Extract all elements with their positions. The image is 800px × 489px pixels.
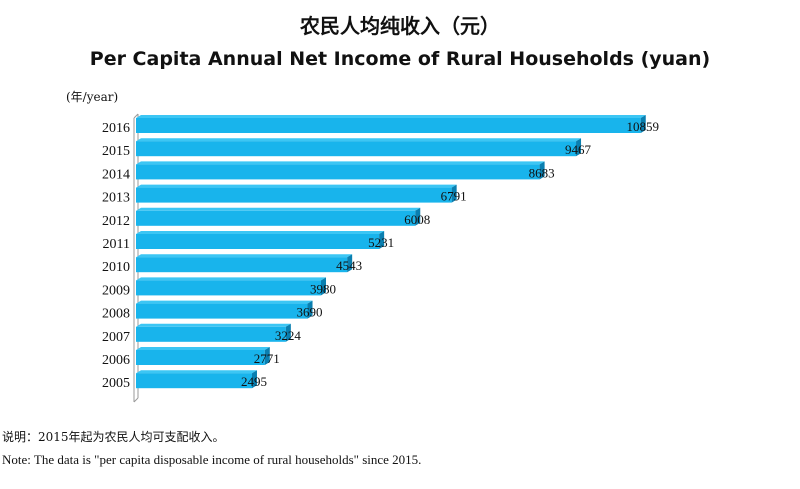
bar	[136, 373, 252, 389]
bar-end-face	[347, 254, 353, 273]
bar	[136, 280, 321, 296]
bar-top-face	[136, 207, 421, 211]
bar-top-face	[136, 115, 646, 118]
bar-top-face	[136, 370, 257, 374]
data-label: 2495	[241, 374, 267, 389]
y-axis-top-cap	[133, 113, 139, 119]
y-tick-label: 2006	[102, 353, 130, 368]
bar-top-face	[136, 323, 291, 327]
bar	[136, 187, 452, 203]
bar-top-face	[136, 254, 353, 258]
y-tick-label: 2007	[102, 330, 130, 345]
data-label: 8683	[529, 165, 555, 180]
y-tick-label: 2012	[102, 214, 130, 229]
bar	[136, 350, 265, 365]
data-label: 3224	[275, 328, 302, 343]
data-label: 2771	[254, 351, 280, 366]
bar-top-face	[136, 161, 545, 165]
bar-end-face	[379, 231, 385, 249]
data-label: 5231	[368, 235, 394, 250]
y-tick-label: 2011	[103, 237, 130, 252]
data-label: 9467	[565, 142, 592, 157]
bar-top-face	[136, 277, 326, 281]
y-tick-label: 2005	[102, 376, 130, 391]
bar-end-face	[320, 277, 326, 296]
bar-top-face	[136, 184, 457, 188]
bar-top-face	[136, 231, 385, 234]
y-tick-label: 2014	[102, 167, 130, 182]
bar	[136, 257, 348, 273]
bar-end-face	[539, 161, 545, 180]
bar	[136, 303, 308, 319]
bar-end-face	[264, 347, 270, 365]
y-tick-label: 2016	[102, 121, 130, 136]
bar	[136, 210, 416, 226]
bar	[136, 141, 577, 157]
note-english: Note: The data is "per capita disposable…	[2, 452, 422, 467]
y-tick-label: 2009	[102, 283, 130, 298]
y-tick-label: 2008	[102, 307, 130, 322]
chart-title-chinese: 农民人均纯收入（元）	[300, 14, 500, 38]
bar-end-face	[451, 184, 457, 203]
note-chinese: 说明：2015年起为农民人均可支配收入。	[2, 430, 225, 444]
data-label: 3690	[297, 305, 323, 320]
data-label: 6008	[404, 212, 430, 227]
bar-top-face	[136, 300, 313, 304]
bar-top-face	[136, 138, 582, 142]
bar-end-face	[251, 370, 257, 389]
bar	[136, 118, 641, 133]
bar-end-face	[640, 115, 646, 133]
bar-end-face	[307, 300, 313, 319]
data-label: 6791	[441, 189, 467, 204]
y-axis-unit-label: (年/year)	[66, 90, 119, 104]
chart-title-english: Per Capita Annual Net Income of Rural Ho…	[89, 48, 711, 70]
bar	[136, 164, 540, 180]
bar-end-face	[285, 323, 291, 342]
y-tick-label: 2015	[102, 144, 130, 159]
data-label: 3980	[310, 281, 336, 296]
bar-end-face	[576, 138, 582, 157]
bar	[136, 326, 286, 342]
y-axis-bottom-cap	[133, 397, 139, 403]
bar-end-face	[415, 207, 421, 226]
data-label: 10859	[627, 119, 660, 134]
bar	[136, 234, 380, 249]
y-tick-label: 2010	[102, 260, 130, 275]
y-tick-label: 2013	[102, 191, 130, 206]
bar-top-face	[136, 347, 270, 350]
data-label: 4543	[336, 258, 362, 273]
